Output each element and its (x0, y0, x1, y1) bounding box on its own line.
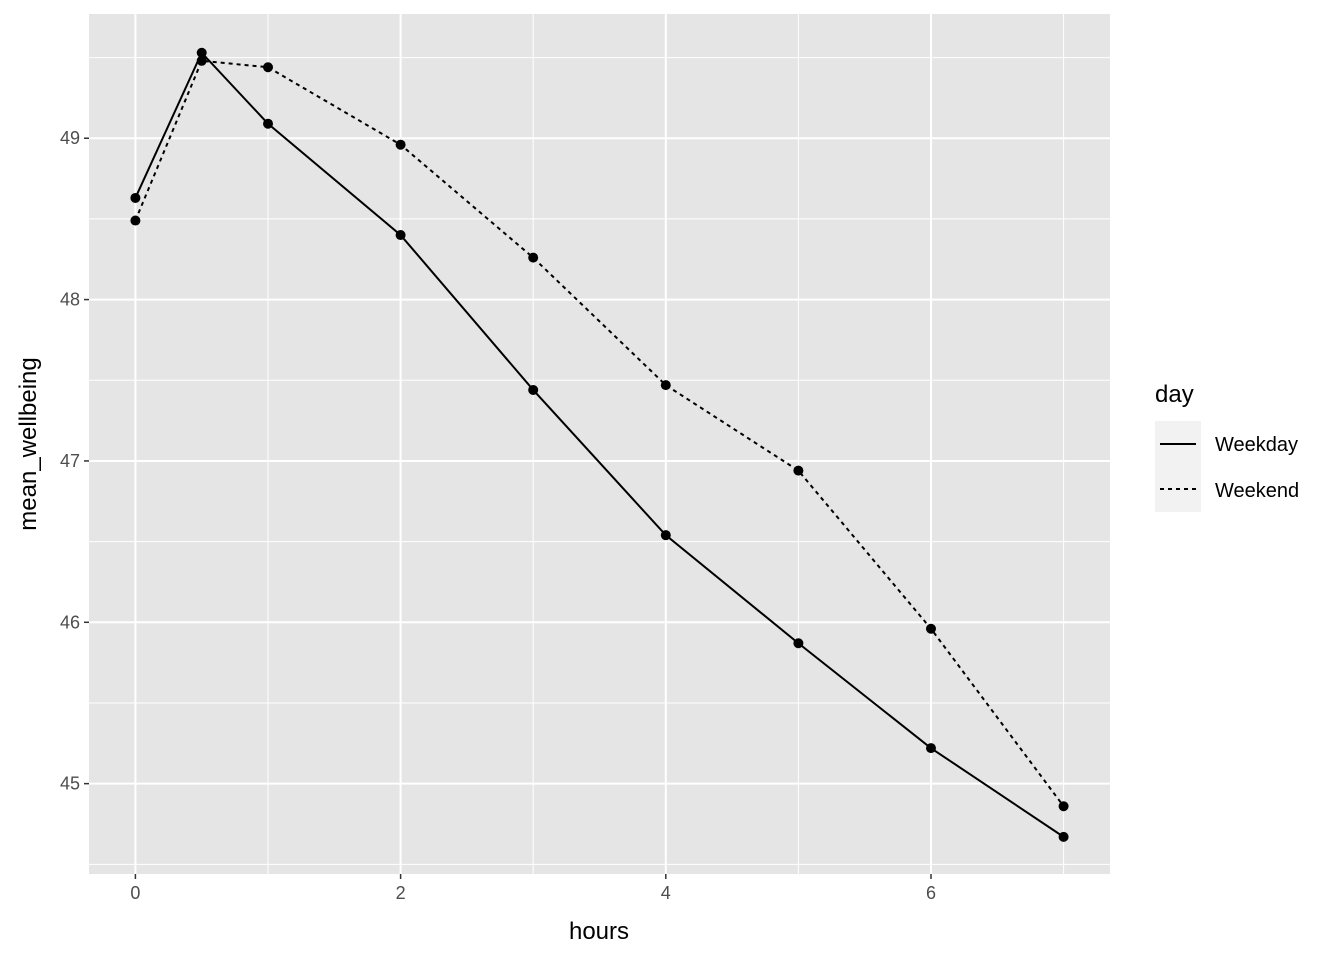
y-tick-label: 47 (60, 451, 80, 471)
y-tick-label: 45 (60, 774, 80, 794)
y-tick-label: 46 (60, 612, 80, 632)
data-point-weekend (263, 62, 274, 73)
legend: day Weekday Weekend (1155, 381, 1299, 512)
data-point-weekday (196, 47, 207, 58)
data-point-weekend (528, 252, 539, 263)
data-point-weekday (660, 530, 671, 541)
data-point-weekend (793, 465, 804, 476)
y-axis-label: mean_wellbeing (15, 357, 42, 530)
x-tick-label: 4 (661, 883, 671, 903)
data-point-weekend (196, 55, 207, 66)
data-point-weekday (263, 118, 274, 129)
x-tick-label: 0 (130, 883, 140, 903)
data-point-weekday (528, 384, 539, 395)
data-point-weekday (130, 192, 141, 203)
legend-label-weekday: Weekday (1215, 434, 1298, 456)
data-point-weekday (793, 638, 804, 649)
x-tick-label: 2 (396, 883, 406, 903)
y-tick-label: 48 (60, 290, 80, 310)
x-axis-label: hours (569, 918, 629, 945)
legend-title: day (1155, 381, 1194, 408)
x-tick-label: 6 (926, 883, 936, 903)
legend-label-weekend: Weekend (1215, 480, 1299, 502)
data-point-weekend (925, 623, 936, 634)
data-point-weekend (395, 139, 406, 150)
legend-key-background (1155, 421, 1201, 512)
plot-panel (89, 14, 1110, 874)
data-point-weekend (1058, 801, 1069, 812)
data-point-weekday (925, 743, 936, 754)
data-point-weekend (130, 215, 141, 226)
series-line-weekend (134, 59, 1065, 807)
data-point-weekday (395, 230, 406, 241)
data-point-weekend (660, 380, 671, 391)
y-tick-label: 49 (60, 128, 80, 148)
data-point-weekday (1058, 831, 1069, 842)
